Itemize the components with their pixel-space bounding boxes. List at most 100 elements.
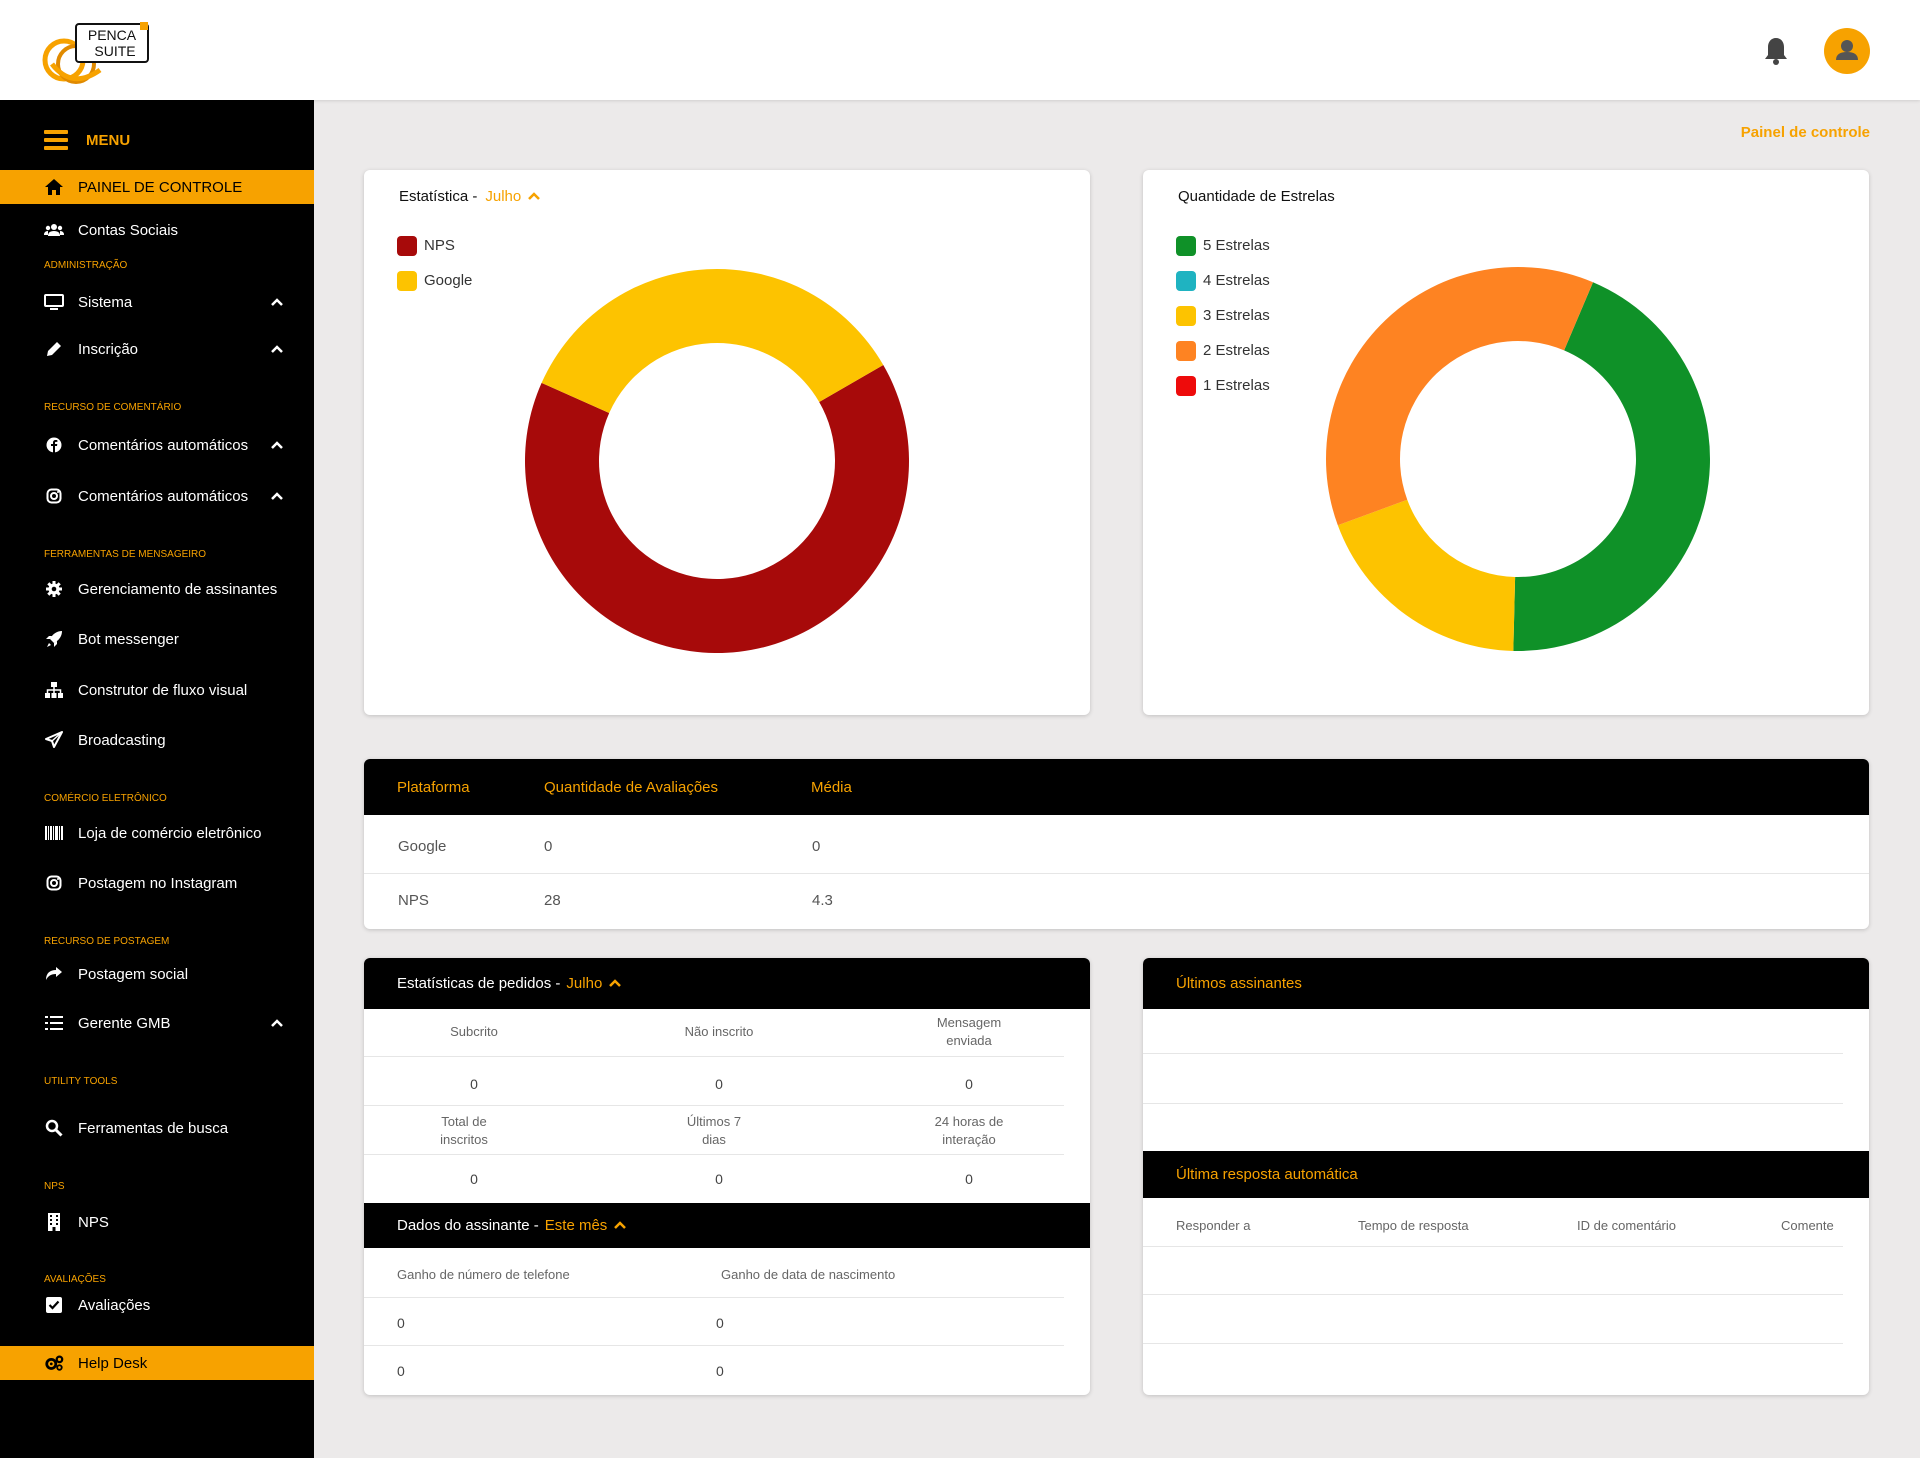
sidebar-item-instagram-post[interactable]: Postagem no Instagram bbox=[0, 866, 314, 900]
sidebar-item-label: Avaliações bbox=[78, 1296, 151, 1314]
column-header-average[interactable]: Média bbox=[811, 779, 852, 796]
donut-slice-5-estrelas[interactable] bbox=[1513, 282, 1710, 651]
sidebar-item-nps[interactable]: NPS bbox=[0, 1205, 314, 1239]
legend-item-1-stars[interactable]: 1 Estrelas bbox=[1176, 368, 1270, 403]
breadcrumb[interactable]: Painel de controle bbox=[1740, 124, 1870, 141]
sidebar-item-label: PAINEL DE CONTROLE bbox=[78, 178, 243, 196]
subscriber-data-title: Dados do assinante - Este mês bbox=[397, 1217, 627, 1234]
sidebar-item-gmb-manager[interactable]: Gerente GMB bbox=[0, 1006, 314, 1040]
sidebar-item-broadcasting[interactable]: Broadcasting bbox=[0, 723, 314, 757]
table-cell: 0 bbox=[812, 838, 821, 855]
legend-swatch bbox=[1176, 340, 1196, 361]
donut-slice-2-estrelas[interactable] bbox=[1326, 267, 1594, 526]
sidebar-item-system[interactable]: Sistema bbox=[0, 285, 314, 319]
legend-label: 5 Estrelas bbox=[1203, 237, 1270, 254]
table-header: Plataforma Quantidade de Avaliações Médi… bbox=[364, 759, 1869, 815]
sidebar-item-subscriber-management[interactable]: Gerenciamento de assinantes bbox=[0, 572, 314, 606]
stars-donut-chart bbox=[1326, 267, 1710, 651]
legend-item-google[interactable]: Google bbox=[397, 263, 472, 298]
orders-card: Estatísticas de pedidos - Julho Subcrito… bbox=[364, 958, 1090, 1395]
latest-auto-reply-header: Última resposta automática bbox=[1143, 1151, 1869, 1198]
sidebar-item-label: Broadcasting bbox=[78, 731, 166, 749]
legend-item-4-stars[interactable]: 4 Estrelas bbox=[1176, 263, 1270, 298]
subscriber-period-selector[interactable]: Este mês bbox=[545, 1217, 627, 1234]
section-admin: ADMINISTRAÇÃO bbox=[44, 260, 128, 271]
statistics-title-text: Estatística - bbox=[399, 188, 478, 205]
legend-label: 1 Estrelas bbox=[1203, 377, 1270, 394]
divider bbox=[1143, 1246, 1843, 1247]
column-header-review-count[interactable]: Quantidade de Avaliações bbox=[544, 779, 719, 796]
legend-label: NPS bbox=[424, 237, 455, 254]
sidebar-item-flow-builder[interactable]: Construtor de fluxo visual bbox=[0, 673, 314, 707]
sidebar-item-label: Loja de comércio eletrônico bbox=[78, 824, 262, 842]
orders-title-text: Estatísticas de pedidos - bbox=[397, 975, 561, 992]
table-cell: Google bbox=[398, 838, 447, 855]
orders-period-selector[interactable]: Julho bbox=[566, 975, 622, 992]
table-cell: 28 bbox=[544, 892, 561, 909]
share-icon bbox=[44, 965, 64, 983]
sidebar-item-help-desk[interactable]: Help Desk bbox=[0, 1346, 314, 1380]
sidebar-item-subscription[interactable]: Inscrição bbox=[0, 332, 314, 366]
column-header-comment-id: ID de comentário bbox=[1577, 1218, 1676, 1233]
legend-item-5-stars[interactable]: 5 Estrelas bbox=[1176, 228, 1270, 263]
sidebar-item-social-post[interactable]: Postagem social bbox=[0, 957, 314, 991]
column-header-comment: Comente bbox=[1781, 1218, 1834, 1233]
section-nps: NPS bbox=[44, 1181, 65, 1192]
sidebar-item-reviews[interactable]: Avaliações bbox=[0, 1288, 314, 1322]
legend-swatch bbox=[397, 270, 417, 291]
period-selector[interactable]: Julho bbox=[485, 188, 541, 205]
section-utility: UTILITY TOOLS bbox=[44, 1076, 118, 1087]
chevron-up-icon[interactable] bbox=[270, 342, 284, 356]
top-header: PENCA SUITE bbox=[0, 0, 1920, 100]
sidebar-item-auto-comments-instagram[interactable]: Comentários automáticos bbox=[0, 479, 314, 513]
stat-label-not-subscribed: Não inscrito bbox=[684, 1024, 754, 1039]
chevron-up-icon[interactable] bbox=[270, 1016, 284, 1030]
column-header-platform[interactable]: Plataforma bbox=[397, 779, 470, 796]
chevron-up-icon[interactable] bbox=[270, 295, 284, 309]
sidebar-item-label: Gerenciamento de assinantes bbox=[78, 580, 278, 598]
stars-title: Quantidade de Estrelas bbox=[1178, 188, 1335, 205]
chevron-up-icon bbox=[528, 192, 541, 200]
donut-slice-3-estrelas[interactable] bbox=[1337, 499, 1516, 651]
notification-bell-icon[interactable] bbox=[1762, 36, 1790, 66]
chevron-up-icon[interactable] bbox=[270, 438, 284, 452]
sidebar-item-search-tools[interactable]: Ferramentas de busca bbox=[0, 1111, 314, 1145]
stat-label-last-7-days: Últimos 7 dias bbox=[686, 1114, 742, 1147]
section-messenger: FERRAMENTAS DE MENSAGEIRO bbox=[44, 549, 207, 560]
divider bbox=[1143, 1103, 1843, 1104]
paper-plane-icon bbox=[44, 731, 64, 749]
sidebar-item-social-accounts[interactable]: Contas Sociais bbox=[0, 213, 314, 247]
column-header-phone-gain: Ganho de número de telefone bbox=[397, 1267, 570, 1282]
sidebar-item-label: Sistema bbox=[78, 293, 133, 311]
legend-label: 2 Estrelas bbox=[1203, 342, 1270, 359]
donut-slice-nps[interactable] bbox=[524, 365, 909, 653]
sidebar-item-dashboard[interactable]: PAINEL DE CONTROLE bbox=[0, 170, 314, 204]
sidebar-item-auto-comments-facebook[interactable]: Comentários automáticos bbox=[0, 428, 314, 462]
period-label: Julho bbox=[485, 188, 522, 205]
stat-value-subscribed: 0 bbox=[470, 1076, 478, 1092]
sidebar-item-ecommerce-store[interactable]: Loja de comércio eletrônico bbox=[0, 816, 314, 850]
sidebar-item-label: Comentários automáticos bbox=[78, 436, 249, 454]
brand-logo[interactable]: PENCA SUITE bbox=[42, 20, 152, 88]
section-reviews: AVALIAÇÕES bbox=[44, 1274, 106, 1285]
sidebar: MENU PAINEL DE CONTROLE Contas Sociais A… bbox=[0, 100, 314, 1458]
legend-item-3-stars[interactable]: 3 Estrelas bbox=[1176, 298, 1270, 333]
facebook-icon bbox=[44, 436, 64, 454]
stat-label-24h-interaction: 24 horas de interação bbox=[934, 1114, 1004, 1147]
chevron-up-icon[interactable] bbox=[270, 489, 284, 503]
barcode-icon bbox=[44, 824, 64, 842]
user-avatar[interactable] bbox=[1824, 28, 1870, 74]
section-ecommerce: COMÉRCIO ELETRÔNICO bbox=[44, 793, 167, 804]
check-square-icon bbox=[44, 1296, 64, 1314]
legend-item-2-stars[interactable]: 2 Estrelas bbox=[1176, 333, 1270, 368]
legend-item-nps[interactable]: NPS bbox=[397, 228, 472, 263]
sidebar-item-label: Postagem no Instagram bbox=[78, 874, 238, 892]
menu-toggle[interactable]: MENU bbox=[44, 128, 130, 152]
sidebar-item-label: Contas Sociais bbox=[78, 221, 179, 239]
sidebar-item-bot-messenger[interactable]: Bot messenger bbox=[0, 622, 314, 656]
platform-table: Plataforma Quantidade de Avaliações Médi… bbox=[364, 759, 1869, 929]
donut-slice-google[interactable] bbox=[541, 269, 884, 414]
divider bbox=[364, 1154, 1064, 1155]
divider bbox=[1143, 1294, 1843, 1295]
sidebar-item-label: Help Desk bbox=[78, 1354, 148, 1372]
